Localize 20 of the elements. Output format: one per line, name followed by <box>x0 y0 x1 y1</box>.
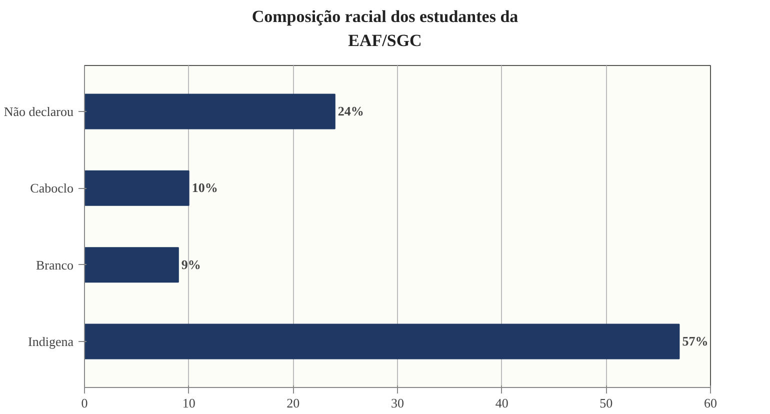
x-tick-label: 0 <box>81 396 88 410</box>
x-tick-label: 10 <box>182 396 196 410</box>
bar <box>84 324 680 360</box>
y-tick-label: Branco <box>36 257 74 272</box>
bar <box>84 247 179 283</box>
x-tick-label: 40 <box>495 396 508 410</box>
x-tick-label: 20 <box>286 396 300 410</box>
bar <box>84 94 336 130</box>
y-tick-label: Indigena <box>28 334 74 349</box>
data-label: 9% <box>181 256 201 272</box>
y-tick-label: Não declarou <box>4 104 74 119</box>
x-tick-label: 60 <box>704 396 717 410</box>
chart-title: Composição racial dos estudantes da EAF/SGC <box>252 6 518 52</box>
data-label: 10% <box>192 180 218 196</box>
data-label: 24% <box>338 104 364 118</box>
y-tick-label: Caboclo <box>30 180 74 196</box>
x-tick-label: 50 <box>600 396 613 410</box>
data-label: 57% <box>682 334 708 348</box>
bar <box>84 170 190 206</box>
x-tick-label: 30 <box>391 396 404 410</box>
